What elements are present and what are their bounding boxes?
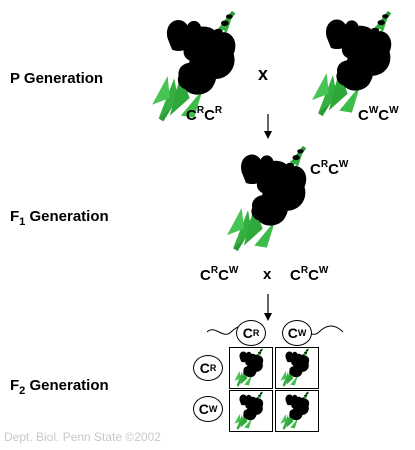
punnett-cell-wr xyxy=(229,390,273,432)
white-flower-icon xyxy=(279,390,311,431)
p-generation-label: P Generation xyxy=(10,70,104,87)
white-parent-genotype: CWCW xyxy=(358,105,399,124)
f1-cross-right-genotype: CRCW xyxy=(290,265,329,284)
pink-flower-icon xyxy=(215,145,325,255)
f2-generation-label: F2 Generation xyxy=(10,377,109,397)
pink-flower-icon xyxy=(279,347,311,388)
arrow-down-icon xyxy=(264,294,272,321)
punnett-cell-rr xyxy=(229,347,273,389)
f1-plant-genotype: CRCW xyxy=(310,159,349,178)
f1-cross-left-genotype: CRCW xyxy=(200,265,239,284)
white-flower-icon xyxy=(300,10,410,120)
red-parent-genotype: CRCR xyxy=(186,105,223,124)
credit-text: Dept. Biol. Penn State ©2002 xyxy=(4,430,161,444)
p-cross-symbol: x xyxy=(258,64,269,84)
punnett-cell-rw xyxy=(275,347,319,389)
punnett-cell-ww xyxy=(275,390,319,432)
f1-cross-symbol: x xyxy=(263,266,272,283)
arrow-down-icon xyxy=(264,114,272,139)
red-flower-icon xyxy=(233,347,265,388)
f1-generation-label: F1 Generation xyxy=(10,208,109,228)
red-flower-icon xyxy=(130,10,260,120)
pink-flower-icon xyxy=(233,390,265,431)
gamete-wavy-line xyxy=(206,325,344,335)
